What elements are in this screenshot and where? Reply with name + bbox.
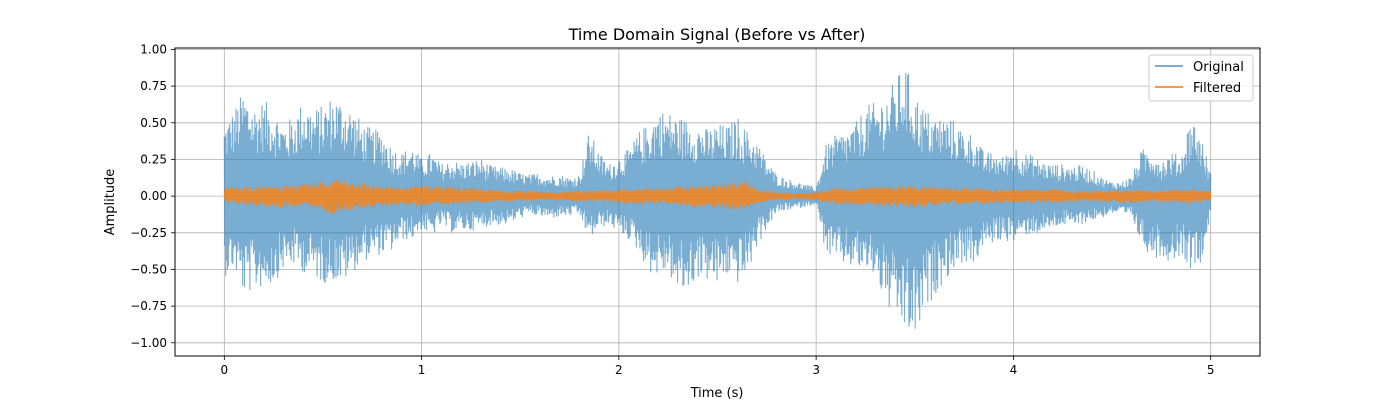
x-axis-label: Time (s) (690, 386, 744, 400)
x-axis-ticks: 0 1 2 3 4 5 (220, 356, 1215, 377)
y-axis-ticks: −1.00 −0.75 −0.50 −0.25 0.00 0.25 0.50 0.75 1.00 (130, 42, 175, 350)
series-line-filtered (223, 180, 1212, 214)
y-tick-label: −0.50 (130, 262, 167, 276)
chart-title: Time Domain Signal (Before vs After) (568, 25, 866, 44)
y-tick-label: 0.25 (140, 152, 167, 166)
y-tick-label: −0.75 (130, 299, 167, 313)
x-tick-label: 3 (812, 363, 820, 377)
y-axis-label: Amplitude (103, 169, 118, 236)
x-tick-label: 4 (1010, 363, 1018, 377)
y-tick-label: 0.00 (140, 189, 167, 203)
legend-label-original: Original (1193, 60, 1244, 75)
y-tick-label: −0.25 (130, 226, 167, 240)
axes-frame (174, 47, 1261, 357)
x-tick-label: 1 (418, 363, 426, 377)
legend: Original Filtered (1148, 54, 1254, 102)
series-line-original (223, 72, 1212, 329)
plot-series (223, 72, 1212, 329)
legend-label-filtered: Filtered (1193, 81, 1241, 96)
y-tick-label: −1.00 (130, 336, 167, 350)
y-tick-label: 0.50 (140, 116, 167, 130)
x-tick-label: 2 (615, 363, 623, 377)
x-tick-label: 0 (220, 363, 228, 377)
y-tick-label: 0.75 (140, 79, 167, 93)
y-tick-label: 1.00 (140, 42, 167, 56)
x-tick-label: 5 (1207, 363, 1215, 377)
